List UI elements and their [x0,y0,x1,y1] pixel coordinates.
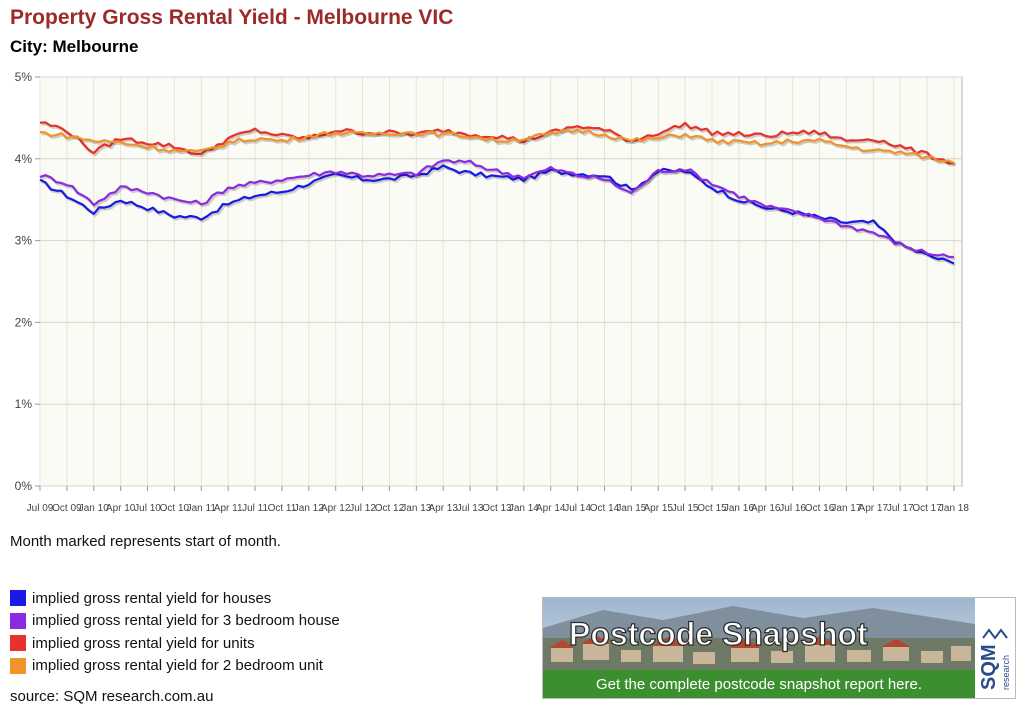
x-tick-label: Jan 15 [616,503,646,514]
legend-swatch [10,612,26,629]
y-tick-label: 5% [15,70,33,84]
x-tick-label: Jan 12 [294,503,324,514]
x-tick-label: Apr 10 [106,503,136,514]
banner-brand-sub: research [1001,655,1011,690]
x-tick-label: Jul 09 [27,503,54,514]
x-tick-label: Jul 15 [672,503,699,514]
legend-label: implied gross rental yield for 3 bedroom… [32,612,340,630]
x-tick-label: Oct 17 [912,503,942,514]
sqm-logo-icon [982,628,1008,640]
x-tick-label: Apr 12 [321,503,351,514]
x-tick-label: Oct 15 [697,503,727,514]
x-tick-label: Jul 17 [887,503,914,514]
plot-area [39,76,963,487]
x-tick-label: Oct 11 [268,503,297,514]
legend-item-houses: implied gross rental yield for houses [10,587,340,610]
x-tick-label: Jan 18 [939,503,969,514]
x-tick-label: Oct 14 [590,503,620,514]
x-tick-label: Jul 16 [779,503,806,514]
series-line-shadow [41,122,956,167]
x-tick-label: Apr 13 [428,503,458,514]
y-tick-label: 4% [15,152,33,166]
x-tick-label: Apr 17 [859,503,889,514]
x-tick-label: Apr 16 [751,503,781,514]
x-tick-label: Jan 17 [831,503,861,514]
x-tick-label: Jul 11 [242,503,268,514]
chart-note: Month marked represents start of month. [10,533,281,550]
x-tick-label: Jan 11 [187,503,217,514]
series-line-2 [39,159,954,259]
legend-swatch [10,635,26,652]
legend-item-units: implied gross rental yield for units [10,632,340,655]
x-tick-label: Jul 14 [564,503,591,514]
x-tick-label: Oct 09 [52,503,82,514]
x-tick-label: Apr 15 [644,503,674,514]
banner-cta: Get the complete postcode snapshot repor… [596,676,922,693]
legend-label: implied gross rental yield for units [32,634,255,652]
legend-item-2-bedroom-unit: implied gross rental yield for 2 bedroom… [10,655,340,678]
y-tick-label: 1% [15,397,33,411]
x-tick-label: Oct 16 [805,503,835,514]
source-credit: source: SQM research.com.au [10,688,214,705]
legend-item-3-bedroom-house: implied gross rental yield for 3 bedroom… [10,610,340,633]
x-tick-label: Jul 10 [134,503,161,514]
chart-legend: implied gross rental yield for houses im… [10,587,340,677]
x-tick-label: Oct 10 [160,503,190,514]
x-tick-label: Oct 13 [482,503,512,514]
series-line-3 [39,121,955,165]
banner-title: Postcode Snapshot [569,616,868,652]
series-line-shadow [41,129,956,166]
page-title: Property Gross Rental Yield - Melbourne … [10,6,454,29]
y-tick-label: 3% [15,234,33,248]
x-tick-label: Jul 13 [457,503,484,514]
legend-swatch [10,657,26,674]
x-tick-label: Jul 12 [349,503,376,514]
legend-swatch [10,590,26,607]
x-tick-label: Jan 13 [401,503,431,514]
banner-brand: SQM [978,644,1000,690]
legend-label: implied gross rental yield for 2 bedroom… [32,657,323,675]
series-line-1 [39,164,955,265]
x-tick-label: Oct 12 [375,503,405,514]
postcode-snapshot-banner[interactable]: Postcode Snapshot Get the complete postc… [542,597,1016,699]
x-tick-label: Apr 11 [214,503,243,514]
y-tick-label: 2% [15,315,33,329]
y-tick-label: 0% [15,479,33,493]
x-tick-label: Jan 10 [79,503,109,514]
x-tick-label: Jan 16 [724,503,754,514]
x-tick-label: Apr 14 [536,503,566,514]
city-subtitle: City: Melbourne [10,37,139,56]
x-tick-label: Jan 14 [509,503,539,514]
series-line-4 [39,128,955,164]
banner-graphic: Postcode Snapshot Get the complete postc… [543,598,1015,698]
legend-label: implied gross rental yield for houses [32,589,272,607]
